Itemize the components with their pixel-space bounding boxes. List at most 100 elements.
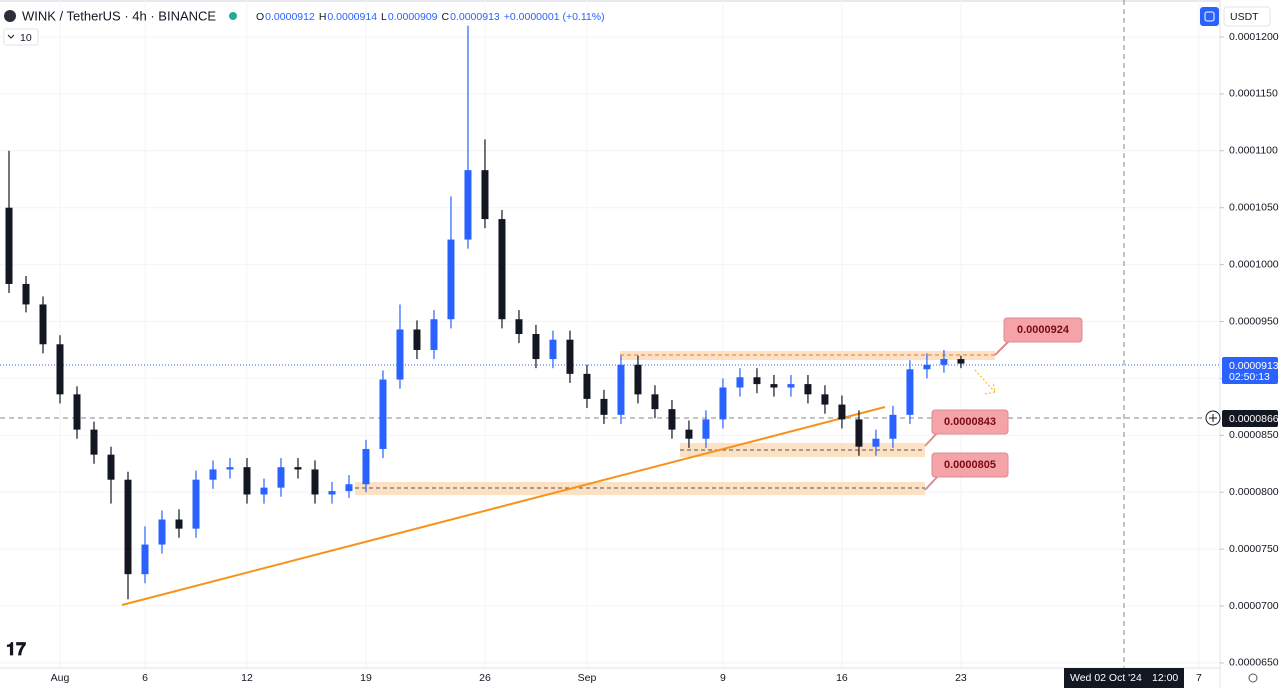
candle-body — [515, 319, 523, 335]
crosshair-date: Wed 02 Oct '24 — [1070, 672, 1142, 684]
y-tick-label: 0.0000650 — [1229, 657, 1279, 669]
grid — [0, 0, 1220, 668]
callouts: 0.0000924 0.0000843 0.0000805 — [924, 317, 1083, 491]
candle-body — [328, 491, 336, 495]
x-tick-label: 23 — [955, 672, 967, 684]
candle-body — [566, 339, 574, 374]
symbol: WINK / TetherUS · 4h · BINANCE — [22, 8, 216, 23]
drawings — [0, 0, 1220, 668]
symbol-logo — [4, 10, 16, 22]
candle-body — [532, 334, 540, 360]
change: +0.0000001 (+0.11%) — [504, 11, 605, 23]
candle-body — [5, 207, 13, 284]
candle-body — [685, 429, 693, 439]
y-tick-label: 0.0000950 — [1229, 315, 1279, 327]
y-tick-label: 0.0001000 — [1229, 258, 1279, 270]
ohlc-value: 0.0000912 — [265, 11, 315, 23]
y-tick-label: 0.0001050 — [1229, 201, 1279, 213]
y-tick-label: 0.0001150 — [1229, 88, 1278, 100]
last-price-tag — [1222, 357, 1278, 384]
candle-body — [617, 364, 625, 415]
candle-body — [957, 359, 965, 364]
candle-body — [362, 448, 370, 485]
candle-body — [175, 519, 183, 529]
candle-body — [549, 339, 557, 360]
candle-body — [430, 319, 438, 350]
candle-body — [702, 419, 710, 439]
ohlc-key: L — [381, 11, 387, 23]
x-tick-label: 19 — [360, 672, 372, 684]
x-tick-label: Aug — [51, 672, 70, 684]
callout-box — [931, 409, 1009, 435]
x-tick-label: 6 — [142, 672, 148, 684]
ohlc-key: O — [256, 11, 264, 23]
candle-body — [39, 304, 47, 345]
candle-body — [379, 379, 387, 449]
candle-body — [770, 384, 778, 388]
scale-button[interactable] — [1200, 7, 1219, 26]
y-tick-label: 0.0001200 — [1229, 31, 1279, 43]
callout-label: 0.0000805 — [944, 459, 996, 471]
candle-body — [940, 359, 948, 365]
candle-body — [396, 329, 404, 380]
candle-body — [73, 394, 81, 430]
indicator-value: 10 — [20, 32, 32, 44]
x-tick-label: 7 — [1196, 672, 1202, 684]
candle-body — [124, 479, 132, 575]
scale-icon — [1204, 11, 1215, 22]
candle-body — [158, 519, 166, 545]
candle-body — [22, 283, 30, 305]
resistance-zone — [620, 351, 995, 360]
crosshair-price-tag — [1222, 410, 1278, 427]
candle-body — [498, 219, 506, 320]
callout-box — [931, 452, 1009, 478]
currency: USDT — [1230, 11, 1259, 23]
x-tick-label: 26 — [479, 672, 491, 684]
candle-body — [838, 404, 846, 420]
y-tick-label: 0.0001100 — [1229, 145, 1278, 157]
currency-button[interactable] — [1223, 6, 1271, 27]
candle-body — [821, 394, 829, 405]
ohlc-value: 0.0000909 — [388, 11, 438, 23]
y-tick-label: 0.0000700 — [1229, 600, 1279, 612]
candle-body — [804, 384, 812, 395]
x-tick-label: 12 — [241, 672, 253, 684]
x-tick-label: Sep — [578, 672, 597, 684]
countdown: 02:50:13 — [1229, 371, 1270, 383]
crosshair-price: 0.0000866 — [1229, 413, 1279, 425]
candle-body — [243, 467, 251, 495]
settings-icon[interactable] — [1248, 673, 1258, 683]
candle-body — [719, 387, 727, 420]
indicator-toggle[interactable] — [3, 28, 39, 46]
ohlc-key: H — [319, 11, 327, 23]
y-tick-label: 0.0000800 — [1229, 486, 1279, 498]
candles — [5, 25, 965, 600]
callout-pointer — [924, 475, 939, 491]
candle-body — [260, 487, 268, 495]
trend-line — [121, 406, 886, 606]
crosshair-time: 12:00 — [1152, 672, 1178, 684]
candle-body — [311, 469, 319, 495]
candle-body — [736, 377, 744, 388]
candle-body — [583, 373, 591, 399]
candle-body — [413, 329, 421, 350]
callout-box — [1003, 317, 1083, 343]
candle-body — [787, 384, 795, 388]
ohlc: O 0.0000912 H 0.0000914 L 0.0000909 C 0.0000913 — [256, 11, 500, 23]
ohlc-value: 0.0000914 — [327, 11, 377, 23]
candle-body — [345, 484, 353, 492]
candle-body — [226, 467, 234, 470]
tv-logo: 𝟏𝟕 — [6, 639, 26, 659]
candle-body — [209, 469, 217, 480]
y-tick-label: 0.0000750 — [1229, 543, 1279, 555]
support-zone — [355, 482, 925, 495]
ohlc-key: C — [442, 11, 450, 23]
candle-body — [889, 414, 897, 439]
candle-body — [923, 364, 931, 370]
candle-body — [600, 398, 608, 415]
candle-body — [464, 170, 472, 240]
candle-body — [56, 344, 64, 395]
